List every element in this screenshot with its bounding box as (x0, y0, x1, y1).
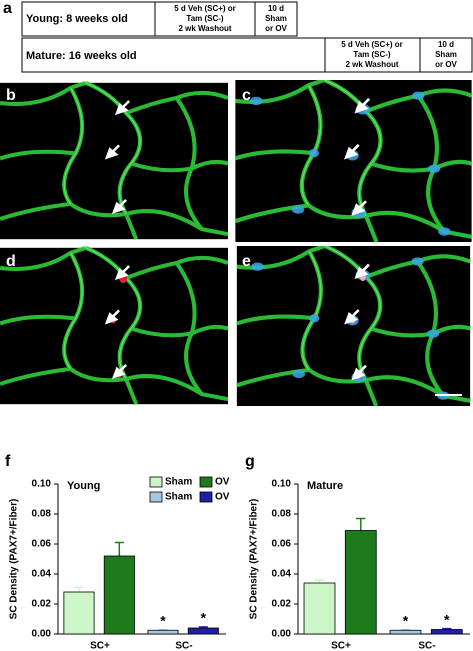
timeline: Young: 8 weeks old 5 d Veh (SC+) or Tam … (21, 1, 473, 73)
y-tick-label: 0.06 (272, 539, 292, 550)
legend-swatch (199, 491, 213, 503)
micrograph: d (0, 248, 228, 404)
bar (303, 582, 336, 635)
bar (344, 530, 377, 635)
y-tick-label: 0.10 (32, 479, 52, 490)
panel-label: b (6, 87, 16, 104)
timeline-text: 10 d (438, 40, 454, 49)
legend-swatch (149, 476, 163, 488)
timeline-cell (254, 1, 298, 37)
y-tick-label: 0.08 (272, 509, 292, 520)
timeline-text: Tam (SC-) (186, 14, 224, 23)
legend-swatch (149, 491, 163, 503)
y-tick-label: 0.04 (32, 569, 52, 580)
timeline-text: Sham (265, 14, 287, 23)
timeline-text: 2 wk Washout (178, 24, 231, 33)
y-tick-label: 0.04 (272, 569, 292, 580)
bar (103, 555, 135, 635)
annotation: * (403, 613, 409, 629)
timeline-cell (324, 37, 421, 73)
y-axis-label: SC Density (PAX7+/Fiber) (249, 499, 260, 620)
timeline-text: or OV (435, 60, 457, 69)
timeline-cell (154, 1, 256, 37)
y-tick-label: 0.10 (272, 479, 292, 490)
legend-label: Sham (165, 492, 192, 503)
micrograph: b (0, 83, 228, 239)
y-tick-label: 0.00 (272, 629, 292, 640)
bar (187, 627, 219, 635)
y-tick-label: 0.06 (32, 539, 52, 550)
panel-label: a (3, 0, 12, 17)
x-tick-label: SC- (175, 641, 192, 651)
timeline-text: or OV (265, 24, 287, 33)
timeline-text: 10 d (268, 4, 284, 13)
y-tick-label: 0.02 (32, 599, 52, 610)
micrograph: e (237, 246, 470, 406)
y-axis-label: SC Density (PAX7+/Fiber) (9, 499, 20, 620)
x-tick-label: SC- (418, 641, 435, 651)
annotation: * (160, 613, 166, 629)
timeline-text: Mature: 16 weeks old (26, 50, 137, 62)
bar (430, 629, 463, 635)
timeline-cell (419, 37, 473, 73)
panel-label: f (5, 453, 11, 470)
legend-swatch (199, 476, 213, 488)
bar (389, 629, 422, 635)
legend-label: OV (215, 477, 230, 488)
x-tick-label: SC+ (90, 641, 110, 651)
x-tick-label: SC+ (331, 641, 351, 651)
timeline-text: 2 wk Washout (345, 60, 398, 69)
y-tick-label: 0.00 (32, 629, 52, 640)
panel-label: d (6, 253, 16, 270)
panel-label: c (242, 87, 251, 104)
y-tick-label: 0.02 (272, 599, 292, 610)
annotation: * (201, 610, 207, 626)
chart-title: Mature (307, 480, 343, 492)
bar (63, 591, 95, 635)
timeline-text: Tam (SC-) (353, 50, 391, 59)
timeline-text: Sham (435, 50, 457, 59)
timeline-text: 5 d Veh (SC+) or (174, 4, 236, 13)
annotation: * (444, 611, 450, 627)
legend-label: Sham (165, 477, 192, 488)
chart-title: Young (67, 480, 100, 492)
panel-label: e (242, 253, 251, 270)
micrograph: c (235, 80, 471, 242)
timeline-cell (21, 1, 156, 37)
y-tick-label: 0.08 (32, 509, 52, 520)
timeline-text: Young: 8 weeks old (26, 13, 128, 25)
timeline-text: 5 d Veh (SC+) or (341, 40, 403, 49)
panel-label: g (245, 453, 255, 470)
legend-label: OV (215, 492, 230, 503)
bar (147, 629, 179, 635)
